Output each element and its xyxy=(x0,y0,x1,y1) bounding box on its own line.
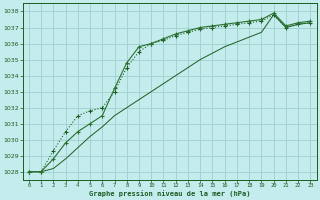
X-axis label: Graphe pression niveau de la mer (hPa): Graphe pression niveau de la mer (hPa) xyxy=(89,190,250,197)
